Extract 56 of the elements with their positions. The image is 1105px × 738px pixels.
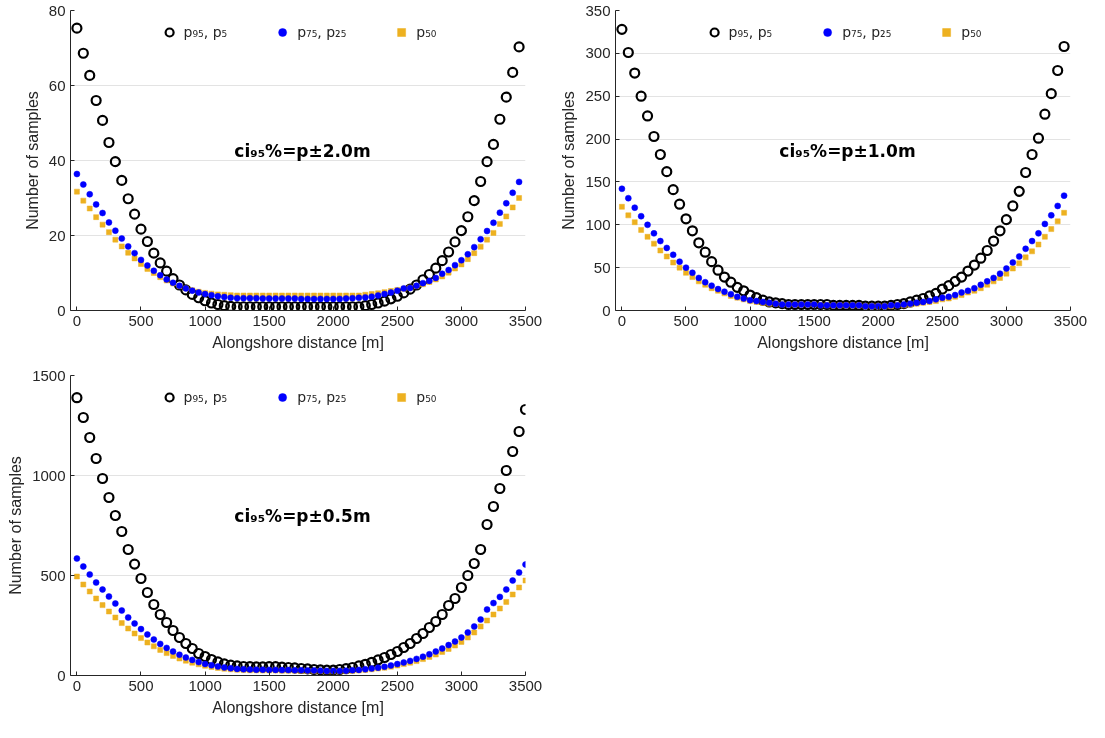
y-axis-title: Number of samples: [23, 91, 41, 230]
y-tick-label: 300: [585, 44, 611, 62]
x-tick-label: 3000: [444, 676, 479, 694]
x-axis-title: Alongshore distance [m]: [212, 333, 384, 351]
legend-label: p₅₀: [416, 389, 437, 405]
y-axis-title: Number of samples: [560, 91, 578, 230]
y-tick-label: 40: [48, 151, 66, 169]
legend-label: p₉₅, p₅: [183, 24, 228, 40]
legend-label: p₇₅, p₂₅: [297, 389, 347, 405]
x-tick-label: 3500: [508, 676, 543, 694]
x-tick-label: 2500: [380, 311, 415, 329]
y-tick-label: 60: [48, 76, 66, 94]
legend-label: p₅₀: [961, 24, 982, 40]
x-tick-label: 2000: [861, 311, 895, 329]
x-tick-label: 2000: [316, 676, 350, 694]
x-tick-label: 3000: [989, 311, 1024, 329]
x-tick-label: 3500: [1053, 311, 1088, 329]
y-tick-label: 20: [48, 226, 66, 244]
y-tick-label: 100: [585, 215, 611, 233]
y-axis-title: Number of samples: [7, 456, 25, 595]
legend-label: p₉₅, p₅: [728, 24, 773, 40]
annotation: ci₉₅%=p±0.5m: [234, 505, 371, 526]
legend-label: p₇₅, p₂₅: [297, 24, 347, 40]
y-tick-label: 150: [585, 172, 611, 190]
x-tick-label: 500: [128, 311, 154, 329]
x-tick-label: 3500: [508, 311, 543, 329]
x-tick-label: 3000: [444, 311, 479, 329]
y-tick-label: 500: [40, 566, 66, 584]
x-tick-label: 2000: [316, 311, 350, 329]
y-tick-label: 80: [48, 1, 66, 19]
x-tick-label: 1500: [252, 311, 286, 329]
y-tick-label: 50: [593, 258, 611, 276]
x-tick-label: 2500: [380, 676, 415, 694]
annotation: ci₉₅%=p±1.0m: [779, 140, 916, 161]
x-tick-label: 1000: [188, 676, 222, 694]
y-tick-label: 200: [585, 130, 611, 148]
x-tick-label: 0: [72, 676, 82, 694]
legend-label: p₅₀: [416, 24, 437, 40]
x-tick-label: 0: [72, 311, 82, 329]
x-axis-title: Alongshore distance [m]: [757, 333, 929, 351]
x-tick-label: 500: [128, 676, 154, 694]
x-tick-label: 500: [673, 311, 699, 329]
legend-label: p₉₅, p₅: [183, 389, 228, 405]
y-tick-label: 1000: [32, 466, 66, 484]
x-tick-label: 1000: [188, 311, 222, 329]
x-tick-label: 2500: [925, 311, 960, 329]
y-tick-label: 1500: [32, 366, 66, 384]
legend-label: p₇₅, p₂₅: [842, 24, 892, 40]
x-tick-label: 1500: [797, 311, 831, 329]
annotation: ci₉₅%=p±2.0m: [234, 140, 371, 161]
x-axis-title: Alongshore distance [m]: [212, 698, 384, 716]
y-tick-label: 250: [585, 87, 611, 105]
x-tick-label: 1500: [252, 676, 286, 694]
y-tick-label: 350: [585, 1, 611, 19]
x-tick-label: 1000: [733, 311, 767, 329]
x-tick-label: 0: [617, 311, 627, 329]
